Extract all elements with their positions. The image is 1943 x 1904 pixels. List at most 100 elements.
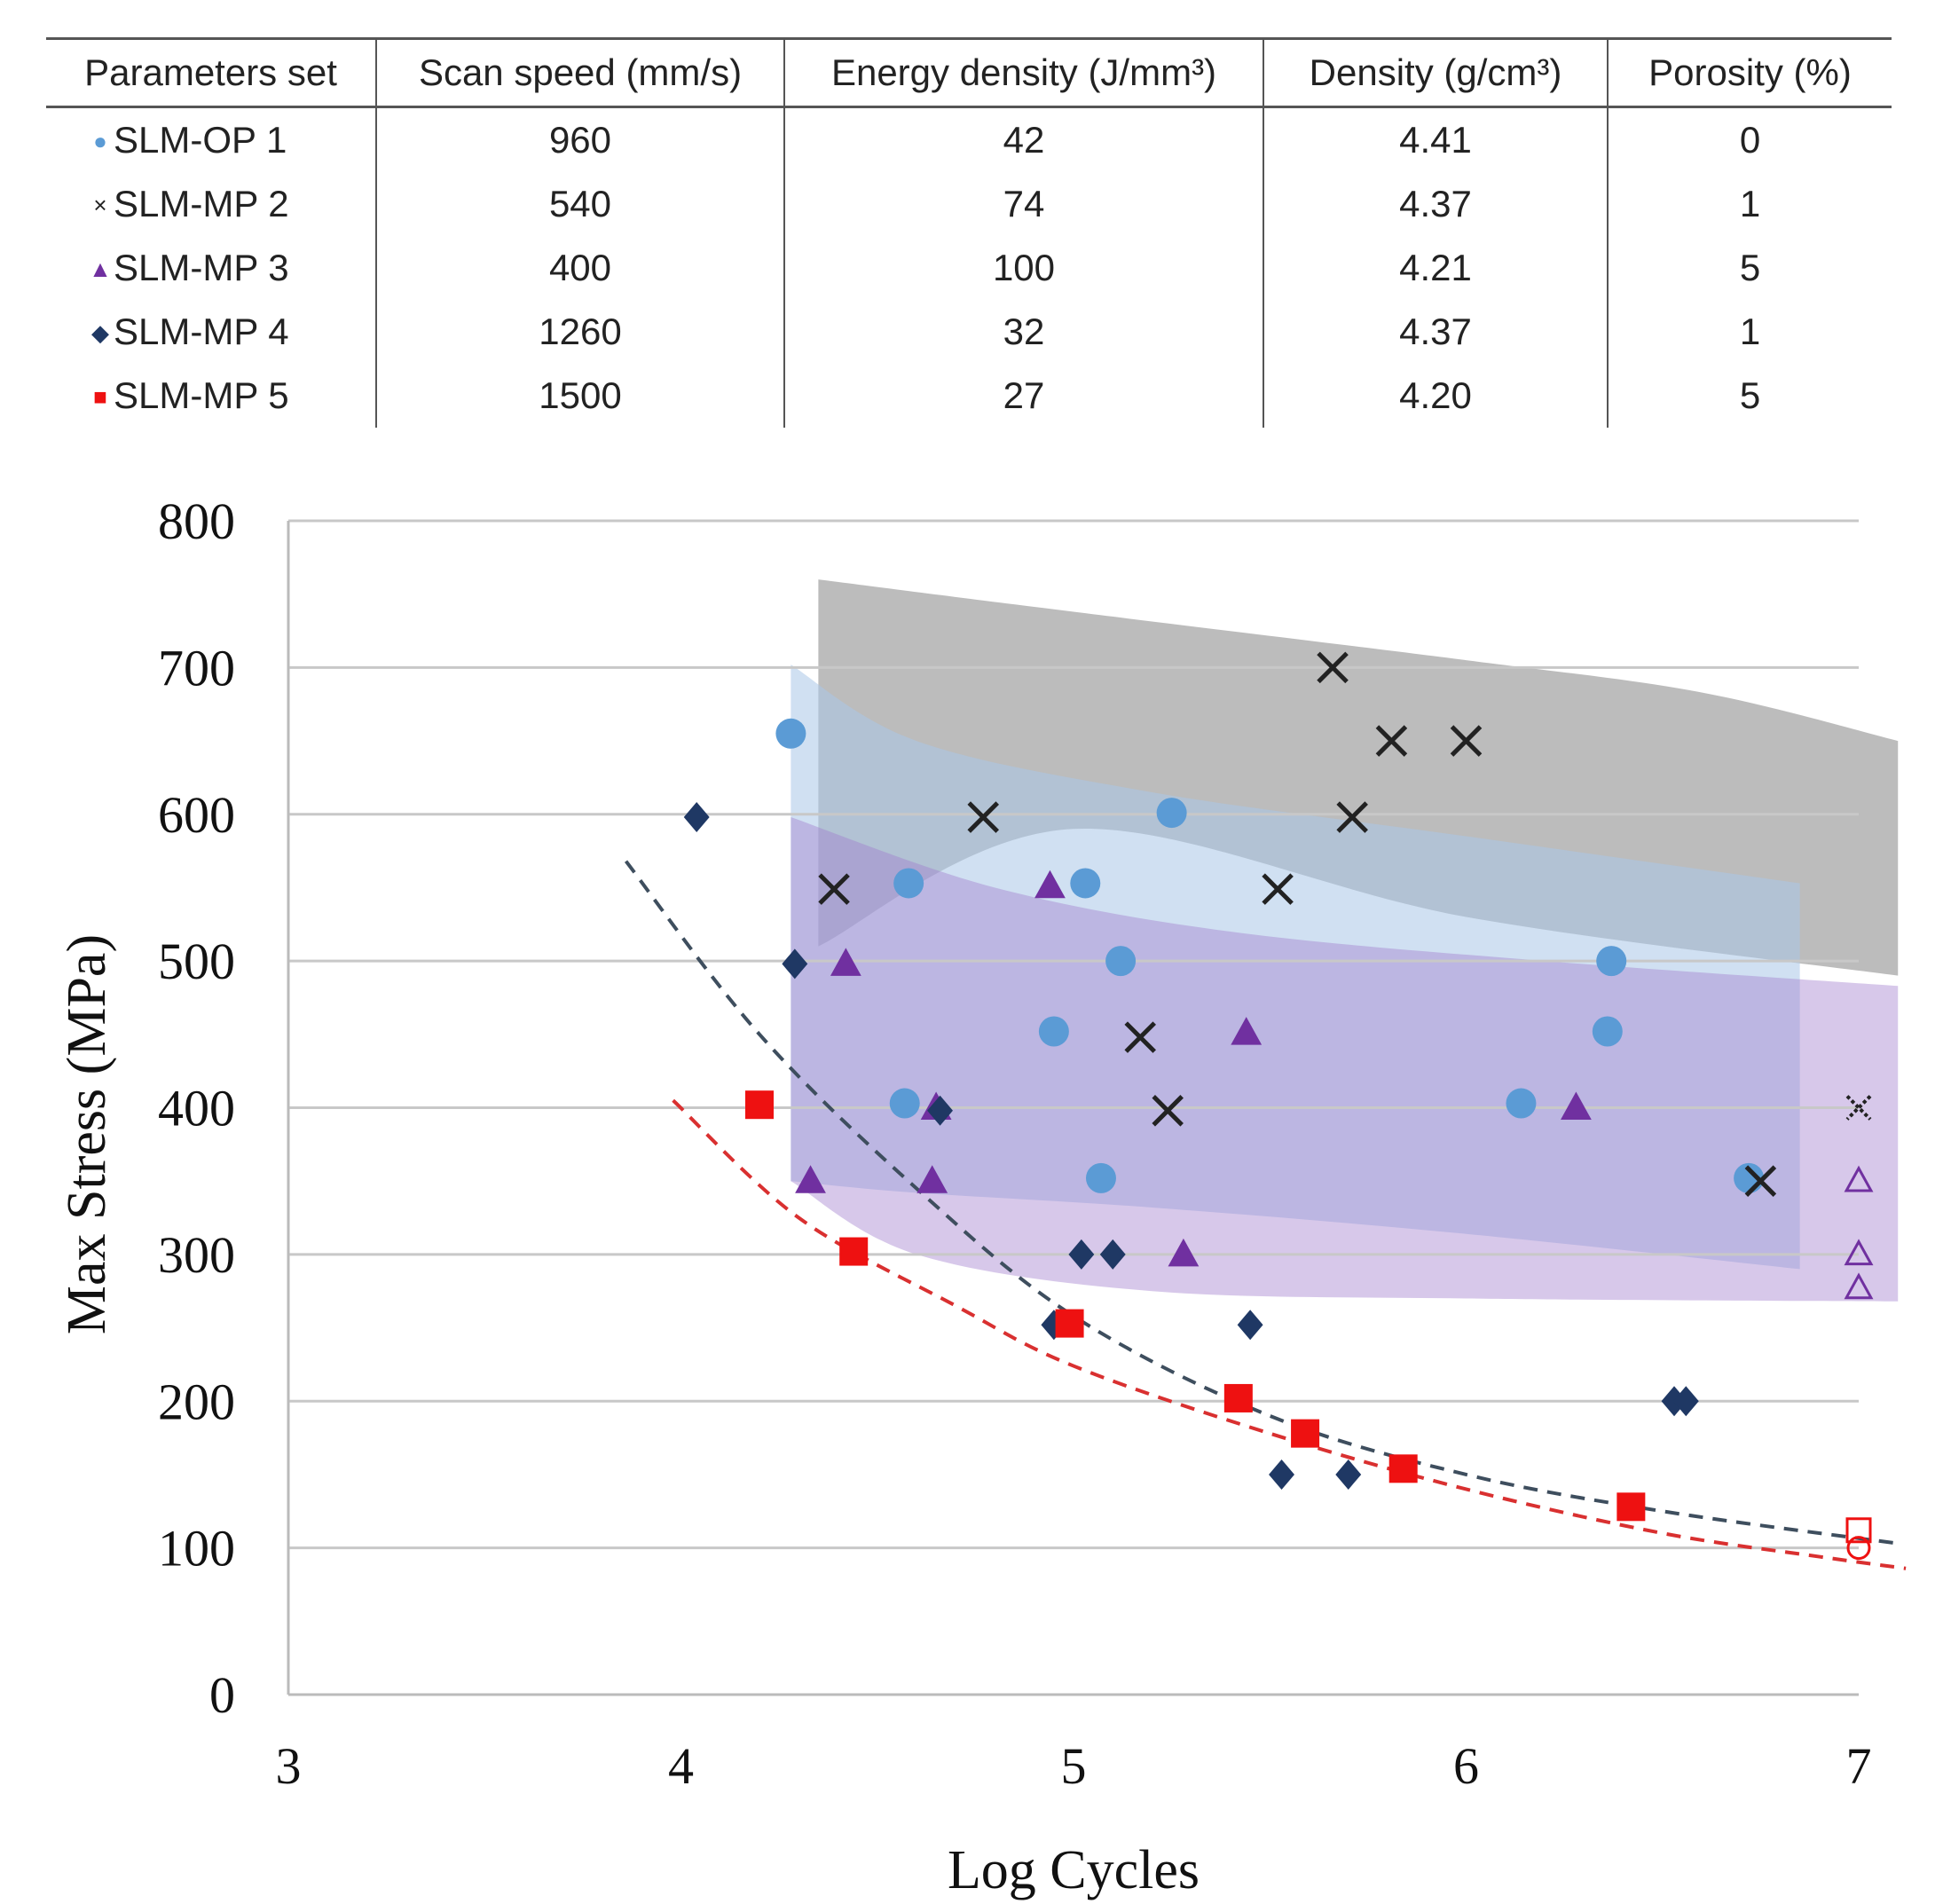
cell-energy-density: 42 [783, 106, 1263, 172]
y-tick-label: 800 [158, 492, 235, 550]
cell-scan-speed: 1500 [375, 364, 784, 428]
data-point-triangle [1168, 1238, 1200, 1267]
data-point-circle [775, 718, 806, 749]
legend-marker-icon: ■ [93, 383, 107, 410]
cell-porosity: 5 [1607, 236, 1892, 300]
cell-scan-speed: 1260 [375, 300, 784, 364]
scatter-band [791, 817, 1899, 1302]
cell-density: 4.41 [1263, 106, 1608, 172]
data-point-triangle [1561, 1091, 1592, 1120]
data-point-triangle [916, 1165, 948, 1193]
data-point-x [1450, 725, 1483, 757]
y-tick-label: 400 [158, 1080, 235, 1137]
cell-density: 4.37 [1263, 172, 1608, 236]
data-point-x [1317, 651, 1349, 684]
cell-parameters-set: ■ SLM-MP 5 [46, 364, 376, 428]
data-point-circle [1105, 946, 1137, 977]
cell-density: 4.20 [1263, 364, 1608, 428]
x-tick-label: 3 [276, 1737, 302, 1795]
y-axis-label: Max Stress (MPa) [57, 934, 117, 1334]
cell-scan-speed: 400 [375, 236, 784, 300]
cell-density: 4.21 [1263, 236, 1608, 300]
data-point-x [1262, 873, 1294, 905]
cell-parameters-set: ● SLM-OP 1 [46, 107, 376, 173]
cell-parameters-set: × SLM-MP 2 [46, 172, 376, 236]
data-point-circle [1156, 798, 1187, 829]
data-point-diamond [1269, 1459, 1294, 1490]
table-header-row: Parameters set Scan speed (mm/s) Energy … [46, 37, 1892, 108]
data-point-triangle [1844, 1165, 1874, 1192]
x-tick-label: 6 [1453, 1737, 1479, 1795]
data-point-circle [889, 1088, 920, 1119]
cell-energy-density: 27 [783, 364, 1263, 428]
x-tick-label: 4 [668, 1737, 694, 1795]
data-point-square [745, 1090, 774, 1120]
data-point-diamond [683, 802, 710, 833]
data-point-square [1223, 1383, 1253, 1412]
y-tick-label: 700 [158, 639, 235, 696]
table-row: ● SLM-OP 1 960 42 4.41 0 [46, 106, 1892, 173]
data-point-x [967, 801, 999, 833]
cell-energy-density: 74 [783, 172, 1263, 236]
x-axis-label: Log Cycles [948, 1840, 1200, 1900]
data-point-square [1291, 1419, 1320, 1448]
set-name: SLM-OP 1 [114, 119, 287, 161]
y-tick-label: 200 [158, 1373, 235, 1430]
header-energy-density: Energy density (J/mm³) [783, 37, 1263, 108]
data-point-circle [1846, 1536, 1871, 1561]
x-tick-label: 7 [1846, 1737, 1872, 1795]
y-tick-label: 600 [158, 786, 235, 844]
data-point-circle [893, 868, 924, 899]
data-point-diamond [1068, 1239, 1095, 1270]
cell-porosity: 1 [1607, 300, 1892, 364]
y-tick-label: 500 [158, 932, 235, 990]
legend-marker-icon: × [93, 192, 107, 218]
data-point-x [1744, 1165, 1777, 1197]
header-porosity: Porosity (%) [1607, 37, 1892, 108]
cell-porosity: 5 [1607, 364, 1892, 428]
y-tick-label: 0 [209, 1666, 235, 1724]
cell-porosity: 0 [1607, 106, 1892, 172]
legend-marker-icon: ● [93, 128, 107, 154]
data-point-diamond [782, 948, 808, 980]
set-name: SLM-MP 3 [114, 247, 289, 288]
data-point-circle [1038, 1016, 1069, 1047]
data-point-x [1336, 801, 1368, 833]
data-point-circle [1085, 1162, 1116, 1193]
table-row: ▲SLM-MP 3 400 100 4.21 5 [46, 236, 1892, 300]
data-point-square [1845, 1517, 1872, 1544]
table-row: ◆ SLM-MP 4 1260 32 4.37 1 [46, 300, 1892, 364]
data-point-circle [1596, 946, 1627, 977]
data-point-circle [1506, 1088, 1537, 1119]
data-point-circle [1592, 1016, 1623, 1047]
legend-marker-icon: ◆ [91, 319, 109, 346]
y-tick-label: 100 [158, 1520, 235, 1577]
data-point-square [839, 1237, 869, 1266]
data-point-diamond [927, 1095, 953, 1126]
trendline [624, 860, 1899, 1546]
data-point-triangle [795, 1165, 826, 1193]
data-point-x [1375, 725, 1408, 757]
data-point-triangle [830, 948, 861, 976]
header-scan-speed: Scan speed (mm/s) [375, 37, 784, 108]
data-point-diamond [1672, 1386, 1699, 1417]
table-row: ■ SLM-MP 5 1500 27 4.20 5 [46, 364, 1892, 428]
cell-energy-density: 32 [783, 300, 1263, 364]
data-point-diamond [1237, 1310, 1263, 1341]
y-tick-label: 300 [158, 1226, 235, 1284]
sn-chart: 0 100 200 300 400 500 600 700 800 3 4 5 6 7 Log Cycles… [57, 492, 1907, 1900]
data-point-x [1845, 1095, 1872, 1121]
set-name: SLM-MP 5 [114, 374, 289, 416]
x-tick-label: 5 [1061, 1737, 1087, 1795]
data-point-x [1152, 1095, 1184, 1127]
data-point-x [1124, 1021, 1156, 1053]
header-density: Density (g/cm³) [1263, 37, 1608, 108]
set-name: SLM-MP 4 [114, 311, 289, 352]
data-point-x [818, 873, 850, 905]
cell-density: 4.37 [1263, 300, 1608, 364]
scatter-band [791, 665, 1800, 1270]
cell-energy-density: 100 [783, 236, 1263, 300]
cell-porosity: 1 [1607, 172, 1892, 236]
parameters-table: Parameters set Scan speed (mm/s) Energy … [46, 37, 1892, 428]
data-point-triangle [1231, 1017, 1263, 1045]
